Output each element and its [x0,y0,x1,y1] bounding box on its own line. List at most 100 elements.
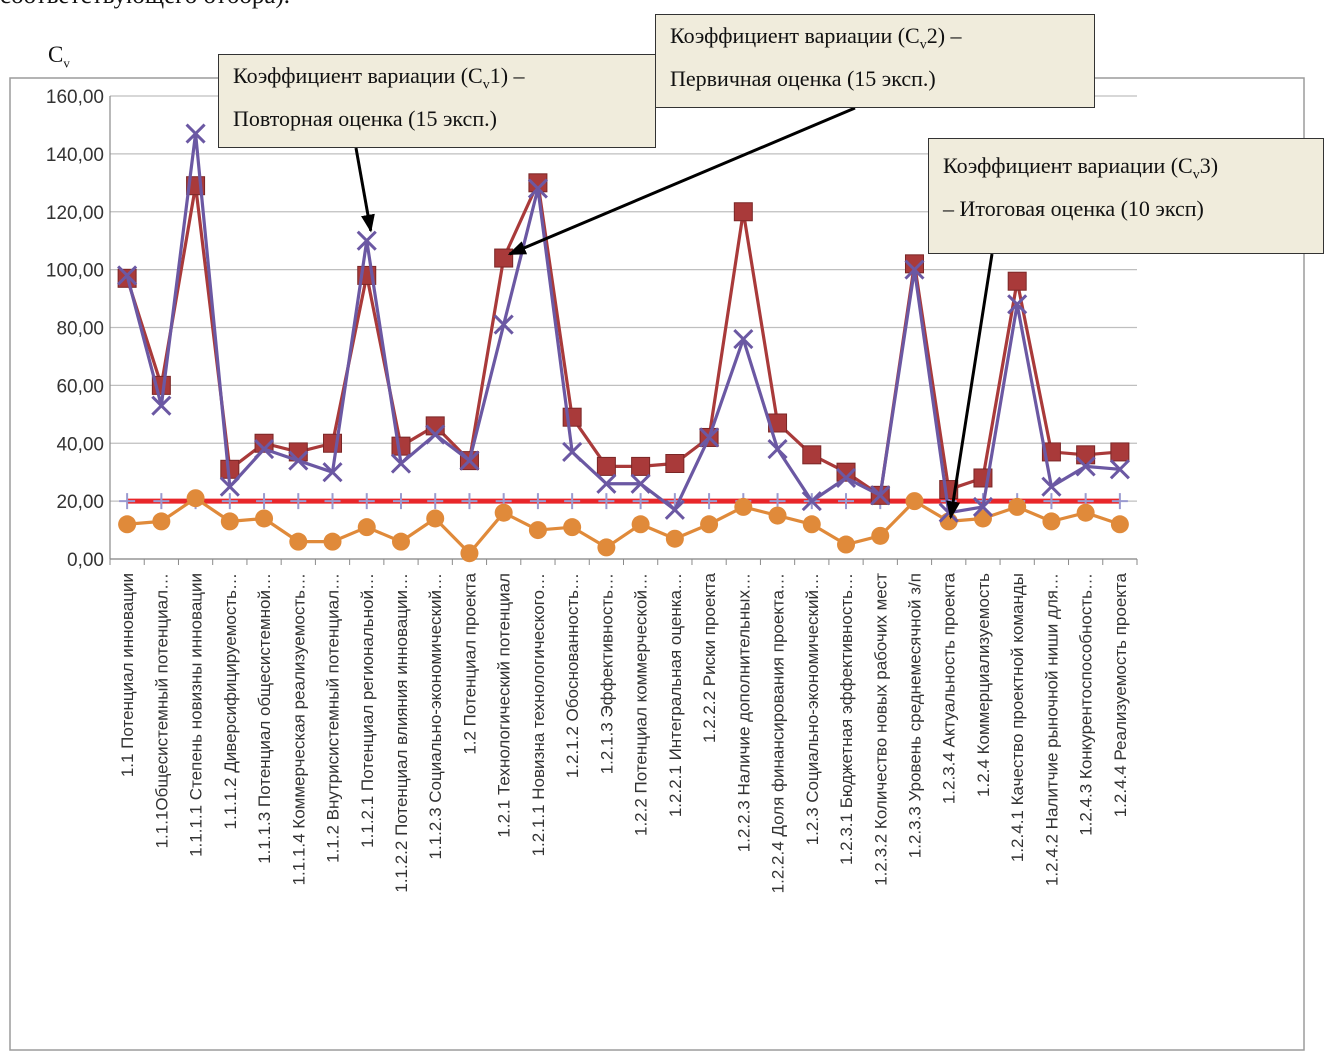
x-tick-label: 1.2.3.3 Уровень среднемесячной з/п [905,573,924,858]
data-point-cv3 [563,518,582,537]
callout-cv1-suffix: 1) – [489,63,525,88]
y-tick-label: 160,00 [46,87,104,108]
x-tick-label: 1.2.4.3 Конкурентоспособность… [1077,573,1096,836]
x-tick-label: 1.1.2.1 Потенциал региональной… [358,573,377,848]
data-point-threshold [358,493,375,510]
y-tick-labels: 0,00 20,00 40,00 60,00 80,00 100,00 120,00 140,… [46,87,104,571]
data-point-cv1 [733,329,754,350]
data-point-cv3 [323,532,342,551]
data-point-threshold [392,493,409,510]
data-point-cv1 [288,450,309,471]
callout-cv2-sub: v [919,37,927,53]
data-point-cv2 [733,202,753,222]
x-tick-label: 1.2.2.1 Интегральная оценка… [666,573,685,817]
data-point-cv1 [1109,459,1130,480]
data-point-threshold [221,493,238,510]
data-point-cv3 [289,532,308,551]
x-tick-label: 1.2.2 Потенциал коммерческой… [632,573,651,836]
data-point-cv3 [391,532,410,551]
data-point-cv1 [972,496,994,517]
x-tick-label: 1.2.3.4 Актуальность проекта [940,572,959,804]
callout-cv3-suffix: 3) [1199,153,1219,178]
callout-cv3-sub: v [1192,167,1200,183]
data-point-threshold [564,493,581,510]
data-point-cv3 [426,509,445,528]
y-tick-label: 100,00 [46,261,104,282]
data-point-cv1 [699,427,720,448]
x-tick-label: 1.1.1.1 Степень новизны инновации [187,573,206,857]
data-point-cv3 [665,529,684,548]
data-point-cv3 [1076,503,1095,522]
y-tick-label: 80,00 [56,319,104,340]
x-tick-label: 1.2.3.1 Бюджетная эффективность… [837,573,856,865]
data-point-threshold [119,493,136,510]
data-point-threshold [256,493,273,510]
data-point-cv1 [322,462,343,483]
callout-cv3-line1: Коэффициент вариации (Cv3) [943,149,1309,192]
data-point-cv1 [630,473,651,494]
y-tick-label: 120,00 [46,203,104,224]
callout-cv1-prefix: Коэффициент вариации (C [233,63,483,88]
x-tick-label: 1.2.4.2 Налитчие рыночной ниши для… [1042,573,1061,886]
x-tick-label: 1.1.1.4 Коммерческая реализуемость… [289,573,308,885]
x-tick-label: 1.2.1.3 Эффективность… [597,573,616,774]
x-tick-label: 1.2.2.3 Наличие дополнительных… [734,573,753,852]
data-point-cv2 [1110,442,1130,462]
data-point-cv3 [837,535,856,554]
data-point-cv3 [494,503,513,522]
data-point-threshold [1043,493,1060,510]
x-tick-label: 1.2.4 Коммерциализуемость [974,573,993,797]
data-point-threshold [290,493,307,510]
x-tick-label: 1.2.2.4 Доля финансирования проекта… [769,573,788,893]
y-tick-label: 60,00 [56,376,104,397]
data-point-cv1 [562,441,583,462]
data-point-cv1 [835,467,857,489]
data-point-cv3 [118,515,137,534]
data-point-cv1 [904,259,925,280]
y-tick-label: 0,00 [67,550,104,571]
data-point-cv2 [665,454,685,474]
data-point-cv3 [734,497,753,516]
y-tick-label: 40,00 [56,434,104,455]
callout-cv3: Коэффициент вариации (Cv3) – Итоговая оц… [928,138,1324,254]
x-tick-label: 1.2 Потенциал проекта [460,572,479,754]
callout-cv1-line1: Коэффициент вариации (Cv1) – [233,59,641,102]
data-point-threshold [769,493,786,510]
data-point-threshold [461,493,478,510]
callout-cv3-prefix: Коэффициент вариации (C [943,153,1193,178]
data-point-cv3 [357,518,376,537]
arrow-cv1 [354,147,375,233]
x-tick-label: 1.2.2.2 Риски проекта [700,572,719,742]
data-point-cv3 [528,521,547,540]
data-point-cv1 [253,438,275,460]
axes [109,96,1138,565]
data-point-threshold [1111,493,1128,510]
x-tick-label: 1.1.2.3 Социально-экономический… [426,573,445,859]
callout-cv1: Коэффициент вариации (Cv1) – Повторная о… [218,54,656,148]
data-point-cv3 [1042,512,1061,531]
data-point-cv3 [1110,515,1129,534]
arrow-cv2 [507,106,856,256]
data-point-cv3 [905,492,924,511]
series-cv3 [118,489,1129,563]
x-tick-label: 1.1.1.2 Диверсифицируемость… [221,573,240,830]
data-point-cv1 [459,450,480,471]
data-point-cv1 [596,473,617,494]
x-tick-labels: 1.1 Потенциал инновации 1.1.1Общесистемны… [118,572,1130,893]
data-point-threshold [427,493,444,510]
data-point-cv3 [597,538,616,557]
data-point-cv2 [1076,445,1096,465]
x-tick-label: 1.1.2.2 Потенциал влияния инновации… [392,573,411,893]
data-point-cv2 [631,456,651,476]
y-axis-label: Cv [48,42,70,72]
x-tick-label: 1.2.4.4 Реализуемость проекта [1111,572,1130,817]
data-point-cv3 [871,526,890,545]
data-point-cv3 [152,512,171,531]
data-point-cv1 [390,453,412,474]
x-tick-label: 1.2.4.1 Качество проектной команды [1008,573,1027,862]
data-point-threshold [153,493,170,510]
callout-cv2-prefix: Коэффициент вариации (C [670,23,920,48]
data-point-threshold [632,493,649,510]
data-point-threshold [598,493,615,510]
x-tick-label: 1.1.1.3 Потенциал общесистемной… [255,573,274,864]
